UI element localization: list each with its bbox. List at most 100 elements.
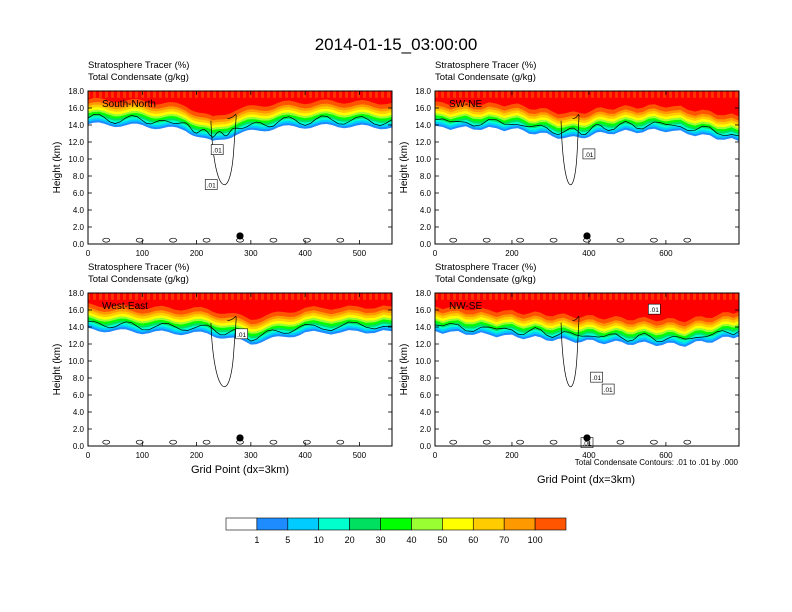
y-tick-label: 6.0 <box>420 391 432 400</box>
x-tick-label: 300 <box>244 451 258 460</box>
panel-name: West-East <box>102 301 148 312</box>
contour-surface <box>549 439 558 445</box>
location-marker <box>236 434 244 442</box>
y-tick-label: 10.0 <box>415 357 431 366</box>
colorbar-tick-label: 60 <box>468 535 478 545</box>
x-tick-label: 0 <box>433 249 438 258</box>
condensate-contours <box>88 316 392 445</box>
contour-surface <box>135 439 144 445</box>
y-axis-label: Height (km) <box>399 344 410 396</box>
y-tick-label: 2.0 <box>420 425 432 434</box>
y-tick-label: 14.0 <box>68 323 84 332</box>
contour-surface <box>616 237 625 243</box>
colorbar-tick-label: 40 <box>406 535 416 545</box>
colorbar-swatch <box>442 517 474 531</box>
y-tick-label: 16.0 <box>415 306 431 315</box>
contour-surface <box>135 237 144 243</box>
plot-frame <box>434 90 740 245</box>
colorbar-swatch <box>349 517 381 531</box>
tracer-top-stripes <box>435 293 739 300</box>
y-tick-label: 18.0 <box>415 289 431 298</box>
contour-label-box <box>204 179 218 190</box>
contour-tropopause <box>435 118 739 137</box>
colorbar-swatch <box>318 517 350 531</box>
contour-label-box <box>648 303 661 315</box>
contour-surface <box>549 237 558 243</box>
x-tick-label: 400 <box>582 249 596 258</box>
y-tick-label: 16.0 <box>415 104 431 113</box>
tracer-top-stripes <box>88 293 392 300</box>
y-tick-label: 12.0 <box>68 340 84 349</box>
y-tick-label: 6.0 <box>73 391 85 400</box>
y-tick-label: 0.0 <box>420 240 432 249</box>
x-tick-label: 0 <box>433 451 438 460</box>
y-tick-label: 12.0 <box>415 340 431 349</box>
y-tick-label: 4.0 <box>73 206 85 215</box>
x-tick-label: 400 <box>582 451 596 460</box>
contour-surface <box>449 439 458 445</box>
y-tick-label: 12.0 <box>415 138 431 147</box>
tracer-top-stripes <box>88 91 392 98</box>
contour-surface <box>650 439 658 445</box>
contour-label: .01 <box>582 441 591 448</box>
x-tick-label: 200 <box>190 249 204 258</box>
contour-label-box <box>582 148 596 160</box>
x-tick-label: 200 <box>190 451 204 460</box>
y-tick-label: 8.0 <box>420 172 432 181</box>
contour-surface <box>102 237 111 243</box>
y-tick-label: 4.0 <box>420 408 432 417</box>
panel-name: NW-SE <box>449 301 482 312</box>
tracer-top-stripes <box>435 91 739 98</box>
y-tick-label: 0.0 <box>420 442 432 451</box>
contour-surface <box>482 237 491 243</box>
panel-header-tracer: Stratosphere Tracer (%) <box>435 262 536 273</box>
colorbar-swatch <box>256 517 289 531</box>
contour-surface <box>449 237 458 243</box>
contour-label: .01 <box>592 375 601 382</box>
condensate-contours <box>88 113 392 243</box>
y-tick-label: 10.0 <box>68 155 84 164</box>
contour-surface <box>683 439 692 445</box>
tracer-band-10 <box>435 293 739 323</box>
y-tick-label: 6.0 <box>420 189 432 198</box>
contour-label-box <box>235 328 248 340</box>
contour-anvil <box>210 114 237 185</box>
colorbar-tick-label: 10 <box>314 535 324 545</box>
colorbar-tick-label: 20 <box>345 535 355 545</box>
panel-sw-ne: Stratosphere Tracer (%)Total Condensate … <box>399 60 740 258</box>
colorbar-swatch <box>287 517 320 531</box>
y-axis-label: Height (km) <box>52 344 63 396</box>
x-tick-label: 500 <box>353 451 367 460</box>
colorbar-tick-label: 70 <box>499 535 509 545</box>
contour-label: .01 <box>584 152 593 159</box>
y-tick-label: 14.0 <box>68 121 84 130</box>
x-axis-label-right: Grid Point (dx=3km) <box>537 474 635 486</box>
contour-tropopause <box>435 322 739 343</box>
contour-surface <box>269 439 278 445</box>
colorbar-tick-label: 30 <box>376 535 386 545</box>
contour-label-box <box>210 144 224 155</box>
y-tick-label: 8.0 <box>420 374 432 383</box>
contour-label: .01 <box>604 387 613 394</box>
y-tick-label: 8.0 <box>73 374 85 383</box>
contour-note: Total Condensate Contours: .01 to .01 by… <box>575 458 739 467</box>
contour-surface <box>336 237 345 243</box>
contour-surface <box>683 237 692 243</box>
panel-header-condensate: Total Condensate (g/kg) <box>88 72 189 83</box>
x-tick-label: 100 <box>136 451 150 460</box>
y-tick-label: 18.0 <box>415 87 431 96</box>
contour-label: .01 <box>207 183 216 190</box>
contour-anvil <box>210 316 237 387</box>
y-tick-label: 10.0 <box>68 357 84 366</box>
contour-surface <box>303 439 311 445</box>
y-tick-label: 14.0 <box>415 121 431 130</box>
y-tick-label: 0.0 <box>73 442 85 451</box>
panel-header-condensate: Total Condensate (g/kg) <box>435 72 536 83</box>
tracer-field <box>88 293 392 445</box>
x-tick-label: 100 <box>136 249 150 258</box>
figure-title: 2014-01-15_03:00:00 <box>315 35 478 54</box>
contour-surface <box>303 237 311 243</box>
contour-tropopause <box>88 113 392 138</box>
contour-surface <box>336 439 345 445</box>
colorbar-tick-label: 5 <box>285 535 290 545</box>
